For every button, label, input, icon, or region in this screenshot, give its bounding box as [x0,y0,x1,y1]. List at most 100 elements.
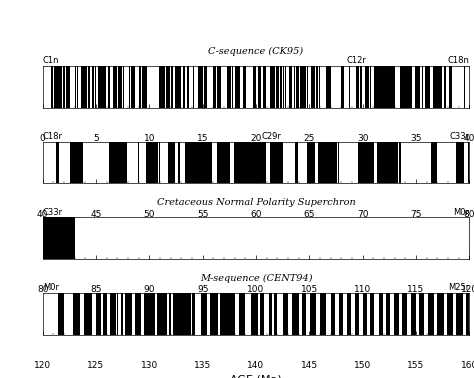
Bar [362,66,365,108]
Bar [465,66,469,108]
Text: C33r: C33r [449,132,469,141]
Bar [350,66,356,108]
Text: C18r: C18r [43,132,63,141]
Bar [96,66,99,108]
Bar [292,66,294,108]
Bar [189,66,193,108]
Bar [434,293,437,335]
Bar [91,66,92,108]
Bar [412,66,415,108]
Bar [158,142,159,183]
Bar [207,66,213,108]
Bar [92,293,96,335]
Bar [335,293,339,335]
Text: M-sequence (CENT94): M-sequence (CENT94) [200,273,312,283]
Bar [221,66,227,108]
Bar [141,293,144,335]
Bar [453,66,465,108]
Bar [407,142,422,183]
Bar [261,66,263,108]
Bar [288,293,292,335]
Bar [295,66,297,108]
Bar [272,293,274,335]
Bar [401,142,407,183]
Bar [299,66,300,108]
Bar [419,66,421,108]
Bar [59,142,70,183]
Bar [62,66,64,108]
Bar [146,66,148,108]
Bar [407,293,410,335]
Bar [83,142,109,183]
Bar [181,66,183,108]
Bar [347,66,349,108]
Bar [444,293,447,335]
Bar [258,293,260,335]
Text: C18n: C18n [447,56,469,65]
Bar [171,293,173,335]
Bar [139,142,146,183]
Bar [306,293,310,335]
Bar [374,142,377,183]
Bar [266,142,270,183]
Bar [240,66,243,108]
Bar [390,293,393,335]
Bar [124,66,129,108]
Bar [43,293,58,335]
Bar [453,293,456,335]
Bar [80,293,84,335]
Bar [218,293,219,335]
Bar [203,66,204,108]
Bar [425,293,428,335]
Bar [442,66,444,108]
Bar [277,293,283,335]
Bar [118,293,120,335]
Bar [174,142,178,183]
Bar [316,293,320,335]
Bar [423,66,425,108]
Bar [194,66,199,108]
Bar [76,66,77,108]
Bar [256,66,258,108]
Bar [155,293,157,335]
Bar [173,66,175,108]
Bar [374,293,379,335]
Bar [212,142,218,183]
Bar [266,66,270,108]
Text: C1n: C1n [43,56,59,65]
Bar [195,293,201,335]
Bar [320,66,326,108]
Bar [136,66,139,108]
Bar [395,66,401,108]
Bar [383,293,386,335]
Bar [343,293,346,335]
Bar [122,66,123,108]
Bar [43,66,51,108]
Bar [107,293,110,335]
Bar [109,66,113,108]
Text: C29r: C29r [261,132,281,141]
Bar [416,293,419,335]
Bar [286,66,289,108]
Bar [359,293,363,335]
Bar [298,142,307,183]
Bar [463,293,466,335]
Bar [207,293,210,335]
Bar [101,293,103,335]
Bar [283,142,295,183]
Bar [316,142,319,183]
Bar [180,142,185,183]
Bar [184,66,187,108]
Bar [275,66,276,108]
X-axis label: AGE (Ma): AGE (Ma) [230,374,282,378]
Bar [367,293,370,335]
Bar [167,293,169,335]
Bar [132,293,136,335]
Bar [371,66,374,108]
Bar [246,293,251,335]
Bar [315,66,316,108]
Text: M0r: M0r [453,208,469,217]
Bar [117,66,118,108]
Bar [148,66,159,108]
Bar [230,142,234,183]
